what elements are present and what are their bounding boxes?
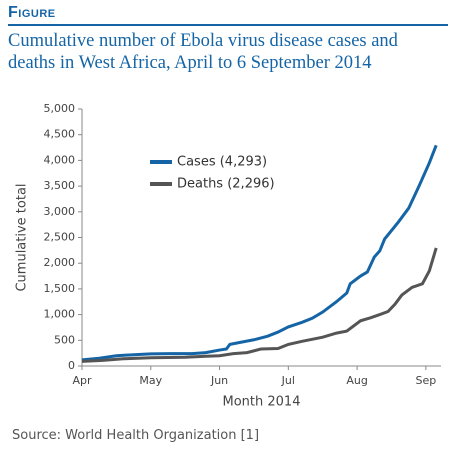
y-tick-label: 3,500 bbox=[44, 179, 76, 192]
y-tick-label: 5,000 bbox=[44, 102, 76, 115]
y-axis-label: Cumulative total bbox=[15, 183, 30, 291]
y-tick-label: 500 bbox=[54, 333, 75, 346]
y-tick-label: 1,500 bbox=[44, 282, 76, 295]
x-axis-label: Month 2014 bbox=[223, 395, 301, 410]
series-line bbox=[81, 144, 438, 362]
chart-title: Cumulative number of Ebola virus disease… bbox=[8, 31, 398, 73]
x-tick-label: May bbox=[139, 374, 162, 387]
y-tick-label: 4,000 bbox=[44, 153, 76, 166]
y-tick-label: 3,000 bbox=[44, 205, 76, 218]
legend-label: Deaths (2,296) bbox=[177, 177, 275, 192]
series-line bbox=[81, 247, 438, 363]
x-tick-label: Aug bbox=[346, 374, 367, 387]
x-tick-label: Apr bbox=[72, 374, 92, 387]
header-rule bbox=[8, 24, 448, 26]
figure-label: Figure bbox=[8, 4, 56, 21]
y-tick-label: 4,500 bbox=[44, 128, 76, 141]
y-tick-label: 2,500 bbox=[44, 231, 76, 244]
x-tick-label: Sep bbox=[416, 374, 437, 387]
y-tick-label: 2,000 bbox=[44, 256, 76, 269]
x-tick-label: Jul bbox=[281, 374, 295, 387]
y-tick-label: 0 bbox=[68, 359, 75, 372]
x-tick-label: Jun bbox=[210, 374, 228, 387]
source: Source: World Health Organization [1] bbox=[12, 428, 260, 443]
legend-label: Cases (4,293) bbox=[177, 155, 267, 170]
y-tick-label: 1,000 bbox=[44, 308, 76, 321]
